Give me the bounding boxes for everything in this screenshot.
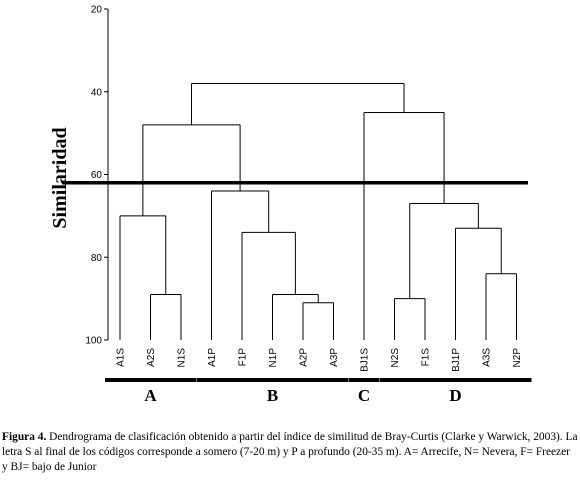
leaf-label: F1S bbox=[421, 348, 432, 367]
y-tick-label: 100 bbox=[85, 336, 102, 347]
leaf-label: A1P bbox=[207, 348, 218, 367]
group-label: B bbox=[267, 386, 278, 405]
leaf-label: BJ1P bbox=[451, 348, 462, 372]
dendrogram-chart: 20 40 60 80 100 A1S A2S N1S A1P F1P N1P A2P A3P BJ1S… bbox=[49, 5, 532, 405]
y-tick-label: 20 bbox=[91, 5, 103, 16]
caption-title: Figura 4. bbox=[2, 431, 47, 443]
group-label: D bbox=[449, 386, 461, 405]
leaf-label: A1S bbox=[116, 348, 127, 367]
leaf-label: A2P bbox=[299, 348, 310, 367]
leaf-label: N1S bbox=[177, 348, 188, 368]
leaf-labels: A1S A2S N1S A1P F1P N1P A2P A3P BJ1S N2S F1S BJ1P A3… bbox=[116, 348, 524, 372]
group-label: C bbox=[358, 386, 370, 405]
y-tick-label: 40 bbox=[91, 87, 103, 98]
figure-caption: Figura 4. Dendrograma de clasificación o… bbox=[2, 430, 578, 475]
group-bars: A B C D bbox=[105, 378, 532, 405]
leaf-label: A2S bbox=[146, 348, 157, 367]
y-axis-label: Similaridad bbox=[49, 127, 71, 228]
leaf-label: N2P bbox=[512, 348, 523, 368]
y-tick-label: 60 bbox=[91, 170, 103, 181]
y-axis: 20 40 60 80 100 bbox=[85, 5, 109, 347]
leaf-label: N1P bbox=[268, 348, 279, 368]
group-label: A bbox=[144, 386, 157, 405]
leaf-label: A3P bbox=[329, 348, 340, 367]
leaf-label: F1P bbox=[238, 348, 249, 367]
leaf-label: BJ1S bbox=[360, 348, 371, 372]
leaf-label: N2S bbox=[390, 348, 401, 368]
caption-text: Dendrograma de clasificación obtenido a … bbox=[2, 431, 578, 473]
y-tick-label: 80 bbox=[91, 253, 103, 264]
leaf-label: A3S bbox=[482, 348, 493, 367]
dendrogram-tree bbox=[119, 82, 517, 340]
